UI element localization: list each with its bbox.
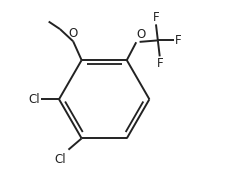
Text: O: O [137,28,146,41]
Text: O: O [69,27,78,40]
Text: F: F [153,11,159,24]
Text: Cl: Cl [55,153,66,166]
Text: F: F [156,57,163,70]
Text: Cl: Cl [28,93,40,106]
Text: F: F [175,34,181,47]
